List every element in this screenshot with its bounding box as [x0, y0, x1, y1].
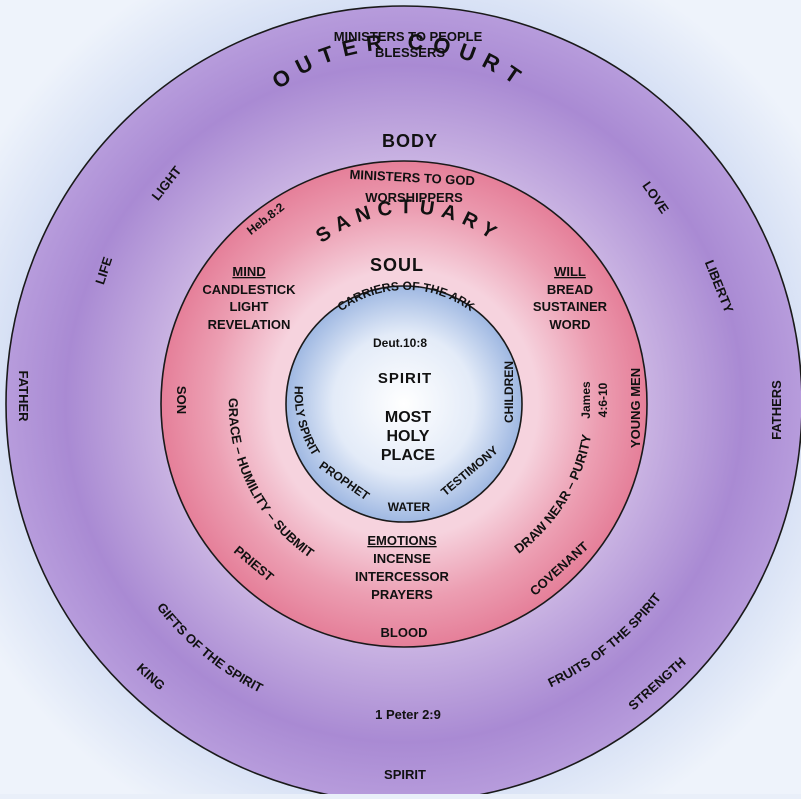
worshippers-label: WORSHIPPERS [365, 190, 463, 205]
young-men-label: YOUNG MEN [628, 368, 643, 448]
spirit-bottom-label: SPIRIT [384, 767, 426, 782]
blessers-label: BLESSERS [375, 45, 445, 60]
ministers-to-people-label: MINISTERS TO PEOPLE [334, 29, 483, 44]
sustainer-label: SUSTAINER [533, 299, 608, 314]
word-label: WORD [549, 317, 590, 332]
son-label: SON [174, 386, 189, 414]
emotions-heading: EMOTIONS [367, 533, 437, 548]
james-reference: 4:6-10 [596, 382, 610, 417]
water-label: WATER [388, 500, 431, 514]
will-heading: WILL [554, 264, 586, 279]
light-inner-label: LIGHT [230, 299, 269, 314]
peter-reference: 1 Peter 2:9 [375, 707, 441, 722]
place-label: PLACE [381, 447, 436, 464]
revelation-label: REVELATION [208, 317, 291, 332]
body-label: BODY [382, 131, 438, 151]
mind-heading: MIND [232, 264, 265, 279]
fathers-label: FATHERS [769, 380, 784, 440]
soul-label: SOUL [370, 255, 424, 275]
most-label: MOST [385, 409, 431, 426]
most-holy-place-circle [285, 285, 523, 523]
candlestick-label: CANDLESTICK [202, 282, 296, 297]
father-label: FATHER [16, 370, 31, 422]
james-label: James [579, 381, 593, 419]
spirit-inner-label: SPIRIT [378, 370, 432, 387]
intercessor-label: INTERCESSOR [355, 569, 450, 584]
children-label: CHILDREN [502, 361, 516, 423]
ministers-to-god-label: MINISTERS TO GOD [349, 167, 475, 189]
blood-label: BLOOD [381, 625, 428, 640]
incense-label: INCENSE [373, 551, 431, 566]
bread-label: BREAD [547, 282, 593, 297]
prayers-label: PRAYERS [371, 587, 433, 602]
deut-verse-label: Deut.10:8 [373, 336, 427, 350]
holy-label: HOLY [387, 428, 430, 445]
